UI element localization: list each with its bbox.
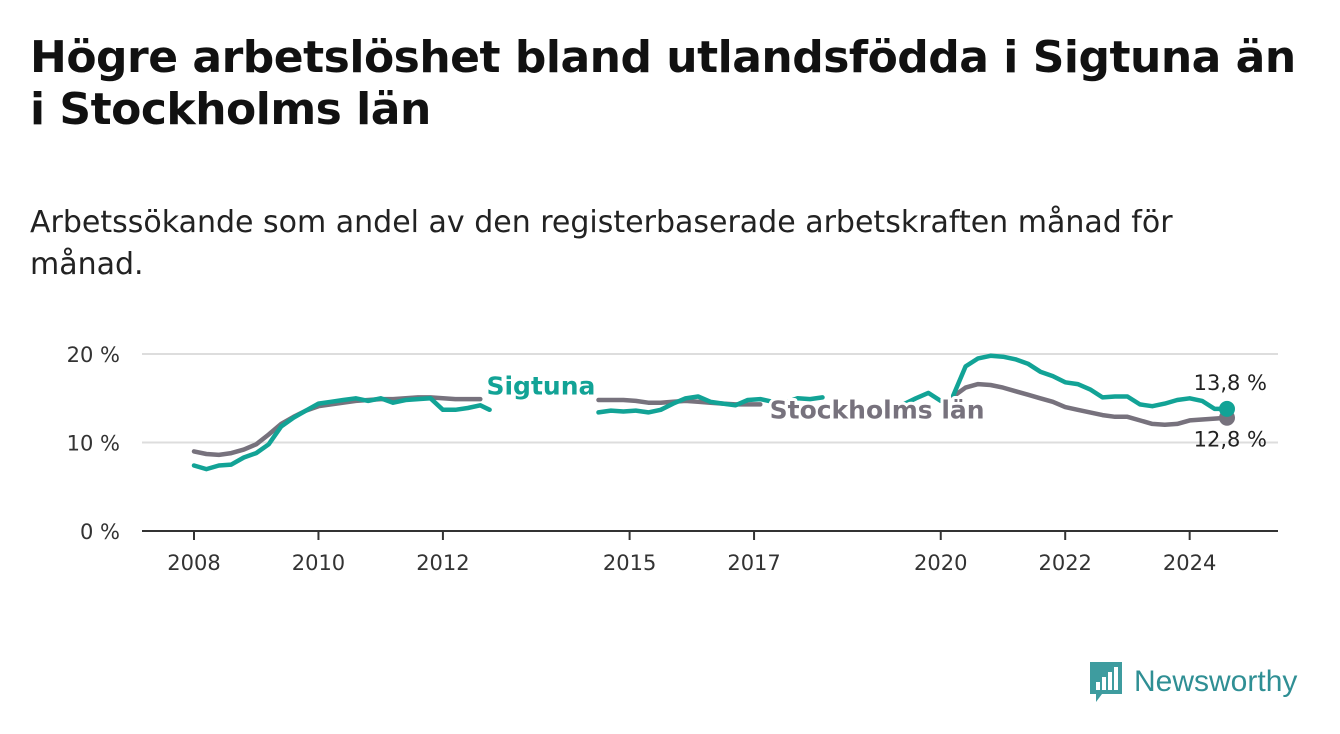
end-value-label: 13,8 % — [1194, 371, 1267, 395]
series-line-stockholms-l-n — [950, 381, 1230, 428]
chart-subtitle: Arbetssökande som andel av den registerb… — [30, 205, 1173, 282]
x-tick-label: 2024 — [1163, 551, 1216, 575]
brand-name: Newsworthy — [1134, 665, 1298, 698]
x-tick-label: 2008 — [167, 551, 220, 575]
x-tick-label: 2022 — [1038, 551, 1091, 575]
chart-title: Högre arbetslöshet bland utlandsfödda i … — [30, 32, 1296, 135]
series-line-sigtuna — [191, 396, 492, 472]
series-line-sigtuna — [596, 394, 825, 415]
x-tick-label: 2012 — [416, 551, 469, 575]
series-label: Sigtuna — [486, 372, 595, 401]
end-value-label: 12,8 % — [1194, 428, 1267, 452]
x-tick-label: 2010 — [292, 551, 345, 575]
newsworthy-icon — [1090, 662, 1122, 702]
x-tick-label: 2020 — [914, 551, 967, 575]
series-line-sigtuna — [950, 353, 1230, 412]
end-point-sigtuna — [1219, 400, 1235, 417]
y-tick-label: 0 % — [80, 520, 120, 544]
newsworthy-logo: Newsworthy — [1088, 660, 1297, 704]
series-line-sigtuna — [901, 390, 943, 407]
x-tick-label: 2017 — [727, 551, 780, 575]
y-tick-label: 10 % — [67, 432, 120, 456]
y-tick-label: 20 % — [67, 343, 120, 367]
series-label: Stockholms län — [770, 396, 985, 425]
x-tick-label: 2015 — [603, 551, 656, 575]
